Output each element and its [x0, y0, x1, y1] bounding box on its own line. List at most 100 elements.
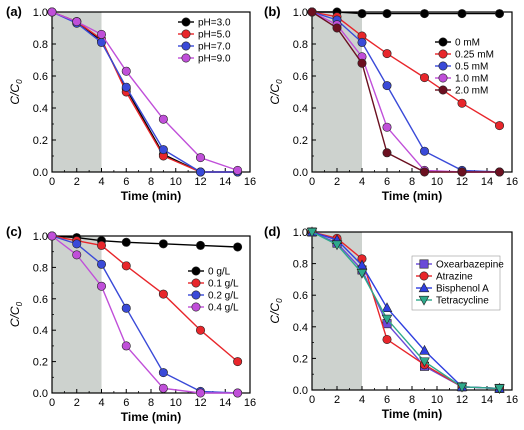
y-tick-label: 0.6	[293, 290, 308, 302]
x-tick-label: 10	[170, 176, 182, 188]
data-point	[494, 167, 504, 177]
x-tick-label: 10	[170, 397, 182, 409]
x-axis-label: Time (min)	[121, 189, 181, 203]
legend: 0 mM0.25 mM0.5 mM1.0 mM2.0 mM	[435, 37, 494, 97]
data-point	[121, 237, 131, 247]
x-tick-label: 8	[409, 176, 415, 188]
legend-entry: 0.4 g/L	[208, 303, 239, 314]
y-tick-label: 0.8	[293, 259, 308, 271]
legend-marker	[181, 29, 191, 39]
data-point	[158, 368, 168, 378]
data-point	[382, 148, 392, 158]
data-point	[72, 250, 82, 260]
legend-marker	[181, 17, 191, 27]
y-tick-label: 0.6	[293, 71, 308, 83]
panel-label: (b)	[264, 4, 281, 19]
data-point	[233, 242, 243, 252]
data-point	[494, 9, 504, 19]
data-point	[47, 7, 57, 17]
data-point	[419, 9, 429, 19]
legend-entry: Bisphenol A	[436, 284, 489, 295]
x-tick-label: 6	[384, 176, 390, 188]
x-tick-label: 14	[481, 176, 493, 188]
legend-entry: 0 g/L	[208, 267, 231, 278]
data-point	[97, 29, 107, 39]
data-point	[72, 239, 82, 249]
legend-entry: 0.1 g/L	[208, 279, 239, 290]
x-tick-label: 4	[359, 394, 365, 406]
legend-entry: 0.5 mM	[455, 62, 488, 73]
data-point	[121, 261, 131, 271]
x-tick-label: 10	[431, 394, 443, 406]
legend-entry: 0.25 mM	[455, 50, 494, 61]
data-point	[382, 122, 392, 132]
x-tick-label: 6	[123, 176, 129, 188]
panel-1: 0 2 4 6 8 10 12 14 16 0.0 0.2 0.4 0.6 0.8 1.0 Time (min…	[264, 4, 518, 203]
panel-label: (a)	[6, 4, 22, 19]
data-point	[331, 240, 343, 251]
legend-marker	[438, 37, 448, 47]
data-point	[72, 17, 82, 27]
data-point	[121, 82, 131, 92]
data-point	[97, 281, 107, 291]
data-point	[357, 58, 367, 68]
y-tick-label: 1.0	[293, 227, 308, 239]
data-point	[457, 167, 467, 177]
x-tick-label: 6	[123, 397, 129, 409]
x-tick-label: 0	[309, 394, 315, 406]
x-tick-label: 16	[506, 394, 518, 406]
data-point	[121, 303, 131, 313]
legend-entry: 0.2 g/L	[208, 291, 239, 302]
y-tick-label: 0.4	[293, 322, 308, 334]
data-point	[196, 153, 206, 163]
data-point	[419, 344, 430, 355]
x-tick-label: 2	[334, 176, 340, 188]
y-axis-label: C/C0	[8, 79, 24, 105]
y-tick-label: 0.4	[33, 325, 48, 337]
data-point	[494, 121, 504, 131]
data-point	[381, 302, 393, 312]
shaded-region	[52, 12, 102, 172]
legend-entry: pH=7.0	[198, 42, 231, 53]
data-point	[332, 23, 342, 33]
x-tick-label: 12	[194, 176, 206, 188]
y-tick-label: 0.4	[33, 103, 48, 115]
legend-entry: pH=9.0	[198, 54, 231, 65]
x-tick-label: 4	[98, 176, 104, 188]
data-point	[158, 239, 168, 249]
data-point	[382, 49, 392, 59]
legend-marker	[419, 271, 429, 281]
y-tick-label: 0.0	[33, 388, 48, 400]
x-tick-label: 16	[506, 176, 518, 188]
y-tick-label: 0.2	[33, 357, 48, 369]
panel-label: (c)	[6, 224, 22, 239]
data-point	[196, 325, 206, 335]
data-point	[419, 146, 429, 156]
data-point	[419, 357, 430, 368]
legend-entry: Oxearbazepine	[436, 260, 504, 271]
legend-marker	[181, 41, 191, 51]
data-point	[233, 165, 243, 175]
y-tick-label: 1.0	[293, 7, 308, 19]
data-point	[382, 9, 392, 19]
x-tick-label: 14	[219, 176, 231, 188]
y-tick-label: 0.8	[33, 262, 48, 274]
legend-entry: 0 mM	[455, 38, 480, 49]
legend-marker	[419, 259, 429, 269]
y-tick-label: 0.2	[293, 353, 308, 365]
x-tick-label: 8	[148, 397, 154, 409]
legend-marker	[181, 53, 191, 63]
x-tick-label: 12	[456, 394, 468, 406]
panel-3: 0 2 4 6 8 10 12 14 16 0.0 0.2 0.4 0.6 0.8 1.0 Time (min…	[264, 224, 518, 421]
legend-marker	[191, 278, 201, 288]
y-tick-label: 0.4	[293, 103, 308, 115]
data-point	[121, 66, 131, 76]
data-point	[158, 289, 168, 299]
data-point	[121, 341, 131, 351]
y-tick-label: 0.2	[33, 135, 48, 147]
data-point	[47, 231, 57, 241]
data-point	[357, 9, 367, 19]
data-point	[196, 167, 206, 177]
data-point	[196, 388, 206, 398]
legend-entry: pH=5.0	[198, 30, 231, 41]
